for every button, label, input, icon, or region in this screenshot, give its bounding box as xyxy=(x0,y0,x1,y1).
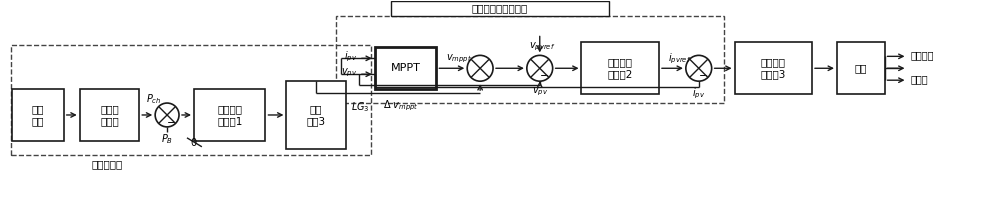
Text: 开关管门: 开关管门 xyxy=(910,50,934,60)
Text: 比例积分
控制器3: 比例积分 控制器3 xyxy=(761,57,786,79)
Bar xyxy=(194,89,265,141)
Text: 电池充
电曲线: 电池充 电曲线 xyxy=(100,104,119,126)
Text: 封锁
逻辑3: 封锁 逻辑3 xyxy=(307,104,326,126)
Text: MPPT: MPPT xyxy=(391,63,421,73)
Bar xyxy=(11,45,371,155)
Text: $v_{pv}$: $v_{pv}$ xyxy=(532,86,548,98)
Text: $\Delta\ v_{mppt}$: $\Delta\ v_{mppt}$ xyxy=(383,99,419,114)
Bar xyxy=(286,81,346,149)
Text: −: − xyxy=(540,71,549,81)
Text: 光伏发电功率控制器: 光伏发电功率控制器 xyxy=(472,4,528,14)
Text: $i_{pvref}$: $i_{pvref}$ xyxy=(668,51,692,66)
Text: $v_{pvref}$: $v_{pvref}$ xyxy=(529,40,555,53)
Text: −: − xyxy=(699,71,708,81)
Bar xyxy=(80,89,139,141)
Bar xyxy=(581,42,659,94)
Text: 极信号: 极信号 xyxy=(910,74,928,84)
Bar xyxy=(837,42,885,94)
Text: 充电控制器: 充电控制器 xyxy=(92,160,123,170)
Text: 比例积分
控制器1: 比例积分 控制器1 xyxy=(217,104,242,126)
Text: $P_B$: $P_B$ xyxy=(161,132,173,146)
Text: $v_{mppt}$: $v_{mppt}$ xyxy=(446,52,472,64)
Text: −: − xyxy=(166,118,176,128)
Bar xyxy=(735,42,812,94)
Text: 比例积分
控制器2: 比例积分 控制器2 xyxy=(608,57,633,79)
Text: $P_{ch}$: $P_{ch}$ xyxy=(146,92,162,106)
Bar xyxy=(391,1,609,16)
Bar xyxy=(12,89,64,141)
Text: $i_{pv}$: $i_{pv}$ xyxy=(692,87,705,101)
Text: $LG_3$: $LG_3$ xyxy=(351,100,370,114)
Bar xyxy=(336,16,724,103)
Text: $v_{pv}$: $v_{pv}$ xyxy=(341,67,357,79)
Bar xyxy=(375,47,436,89)
Text: 荷电
状态: 荷电 状态 xyxy=(32,104,44,126)
Text: 调制: 调制 xyxy=(854,63,867,73)
Text: $i_{pv}$: $i_{pv}$ xyxy=(344,49,357,64)
Text: 0: 0 xyxy=(191,138,197,148)
